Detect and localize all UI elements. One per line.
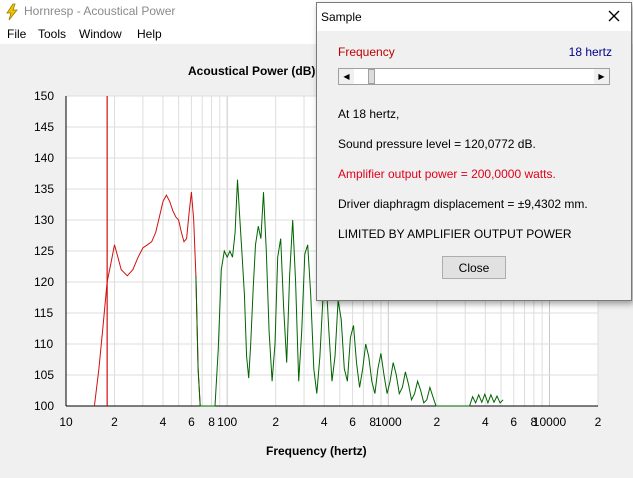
x-tick-label: 6 [188, 415, 195, 429]
sample-dialog: Sample Frequency 18 hertz ◀ ▶ At 18 hert… [316, 2, 632, 301]
frequency-label: Frequency [338, 45, 395, 59]
dialog-titlebar: Sample [317, 3, 631, 31]
x-tick-label: 8 [369, 415, 376, 429]
x-tick-label: 2 [595, 415, 602, 429]
lightning-bolt-icon [6, 3, 18, 21]
info-limit-status: LIMITED BY AMPLIFIER OUTPUT POWER [338, 227, 572, 241]
x-tick-label: 4 [321, 415, 328, 429]
y-tick-label: 145 [34, 120, 54, 134]
x-tick-label: 2 [433, 415, 440, 429]
x-tick-label: 10 [59, 415, 73, 429]
x-tick-label: 6 [510, 415, 517, 429]
close-button[interactable]: Close [442, 256, 506, 279]
x-tick-label: 6 [349, 415, 356, 429]
x-tick-label: 1000 [375, 415, 402, 429]
info-sound-pressure-level: Sound pressure level = 120,0772 dB. [338, 137, 536, 151]
y-tick-label: 120 [34, 275, 54, 289]
frequency-value: 18 hertz [568, 45, 612, 59]
y-tick-label: 150 [34, 89, 54, 103]
window-title: Hornresp - Acoustical Power [24, 4, 176, 18]
x-axis-label: Frequency (hertz) [266, 444, 367, 458]
info-diaphragm-displacement: Driver diaphragm displacement = ±9,4302 … [338, 197, 588, 211]
menu-tools[interactable]: Tools [38, 27, 67, 41]
x-tick-label: 100 [217, 415, 237, 429]
info-amplifier-output-power: Amplifier output power = 200,0000 watts. [338, 167, 556, 181]
y-tick-label: 135 [34, 182, 54, 196]
x-tick-label: 4 [482, 415, 489, 429]
x-tick-label: 2 [272, 415, 279, 429]
x-tick-label: 8 [208, 415, 215, 429]
dialog-title: Sample [321, 10, 362, 24]
y-tick-label: 115 [34, 306, 53, 320]
y-tick-label: 140 [34, 151, 54, 165]
slider-right-arrow-icon[interactable]: ▶ [594, 69, 609, 84]
series-line-amplifier-limited [93, 192, 201, 407]
x-tick-label: 8 [531, 415, 538, 429]
info-frequency-line: At 18 hertz, [338, 107, 400, 121]
y-tick-label: 130 [34, 213, 54, 227]
menu-help[interactable]: Help [137, 27, 162, 41]
chart-title: Acoustical Power (dB) [188, 64, 316, 78]
series-line-acoustical-power [195, 179, 504, 407]
x-tick-label: 2 [111, 415, 118, 429]
close-icon[interactable] [605, 7, 623, 25]
x-tick-label: 4 [160, 415, 167, 429]
slider-thumb[interactable] [368, 69, 376, 84]
slider-left-arrow-icon[interactable]: ◀ [339, 69, 354, 84]
y-tick-label: 105 [34, 368, 54, 382]
y-tick-label: 100 [34, 399, 54, 413]
menu-file[interactable]: File [7, 27, 27, 41]
y-tick-label: 110 [34, 337, 53, 351]
x-tick-label: 10000 [533, 415, 567, 429]
frequency-slider[interactable]: ◀ ▶ [338, 68, 610, 85]
y-tick-label: 125 [34, 244, 54, 258]
menu-window[interactable]: Window [79, 27, 122, 41]
